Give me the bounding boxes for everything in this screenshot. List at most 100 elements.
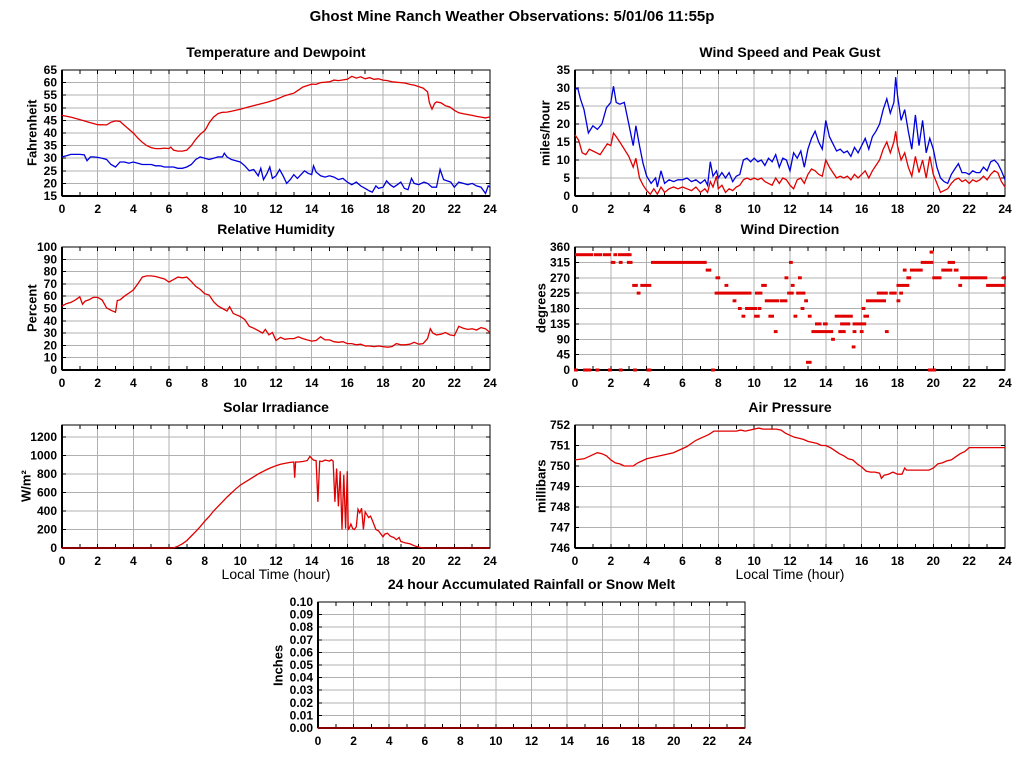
svg-text:35: 35 xyxy=(557,63,571,77)
svg-text:22: 22 xyxy=(448,202,462,216)
svg-text:16: 16 xyxy=(596,734,610,748)
svg-text:14: 14 xyxy=(560,734,574,748)
svg-text:0: 0 xyxy=(572,376,579,390)
svg-text:20: 20 xyxy=(412,202,426,216)
svg-text:24: 24 xyxy=(483,202,497,216)
svg-text:180: 180 xyxy=(550,302,570,316)
svg-text:70: 70 xyxy=(44,277,58,291)
svg-text:40: 40 xyxy=(44,126,58,140)
svg-text:8: 8 xyxy=(201,376,208,390)
svg-text:2: 2 xyxy=(607,376,614,390)
svg-text:20: 20 xyxy=(412,554,426,568)
svg-text:8: 8 xyxy=(715,376,722,390)
svg-text:14: 14 xyxy=(819,376,833,390)
svg-text:50: 50 xyxy=(44,302,58,316)
svg-text:20: 20 xyxy=(44,176,58,190)
svg-text:60: 60 xyxy=(44,76,58,90)
svg-text:400: 400 xyxy=(37,504,57,518)
svg-text:12: 12 xyxy=(269,376,283,390)
svg-text:22: 22 xyxy=(448,376,462,390)
svg-text:10: 10 xyxy=(748,554,762,568)
plot-rainfall: 0.000.010.020.030.040.050.060.070.080.09… xyxy=(290,595,752,748)
svg-text:360: 360 xyxy=(550,240,570,254)
svg-text:30: 30 xyxy=(44,151,58,165)
svg-text:749: 749 xyxy=(550,480,570,494)
svg-text:750: 750 xyxy=(550,459,570,473)
svg-text:24: 24 xyxy=(483,554,497,568)
svg-text:22: 22 xyxy=(963,376,977,390)
svg-text:6: 6 xyxy=(166,376,173,390)
svg-text:60: 60 xyxy=(44,289,58,303)
svg-text:12: 12 xyxy=(269,554,283,568)
svg-text:20: 20 xyxy=(927,554,941,568)
svg-text:0: 0 xyxy=(315,734,322,748)
svg-text:0.08: 0.08 xyxy=(290,620,314,634)
svg-text:16: 16 xyxy=(341,376,355,390)
svg-text:12: 12 xyxy=(269,202,283,216)
svg-text:100: 100 xyxy=(37,240,57,254)
svg-text:25: 25 xyxy=(557,99,571,113)
svg-text:2: 2 xyxy=(607,202,614,216)
svg-text:746: 746 xyxy=(550,541,570,555)
chart-title-solar-irradiance: Solar Irradiance xyxy=(223,399,329,415)
svg-text:18: 18 xyxy=(376,554,390,568)
svg-text:0.03: 0.03 xyxy=(290,683,314,697)
svg-text:30: 30 xyxy=(557,81,571,95)
svg-text:0: 0 xyxy=(572,202,579,216)
svg-text:8: 8 xyxy=(201,554,208,568)
svg-text:5: 5 xyxy=(563,171,570,185)
svg-text:22: 22 xyxy=(448,554,462,568)
svg-text:6: 6 xyxy=(679,202,686,216)
svg-text:2: 2 xyxy=(94,376,101,390)
svg-text:24: 24 xyxy=(998,554,1012,568)
svg-text:10: 10 xyxy=(234,202,248,216)
svg-text:2: 2 xyxy=(350,734,357,748)
svg-text:0.06: 0.06 xyxy=(290,645,314,659)
svg-text:2: 2 xyxy=(607,554,614,568)
svg-text:0: 0 xyxy=(563,189,570,203)
svg-text:16: 16 xyxy=(855,376,869,390)
svg-text:25: 25 xyxy=(44,164,58,178)
svg-text:20: 20 xyxy=(44,338,58,352)
svg-text:751: 751 xyxy=(550,439,570,453)
svg-text:1200: 1200 xyxy=(30,430,57,444)
svg-text:4: 4 xyxy=(386,734,393,748)
svg-text:18: 18 xyxy=(632,734,646,748)
svg-text:2: 2 xyxy=(94,202,101,216)
svg-text:24: 24 xyxy=(998,202,1012,216)
svg-text:14: 14 xyxy=(305,202,319,216)
svg-text:20: 20 xyxy=(412,376,426,390)
svg-text:4: 4 xyxy=(643,202,650,216)
svg-text:0.10: 0.10 xyxy=(290,595,314,609)
svg-text:22: 22 xyxy=(703,734,717,748)
svg-text:14: 14 xyxy=(305,376,319,390)
svg-text:0: 0 xyxy=(563,363,570,377)
svg-text:8: 8 xyxy=(715,202,722,216)
svg-text:12: 12 xyxy=(783,554,797,568)
svg-text:1000: 1000 xyxy=(30,449,57,463)
svg-text:35: 35 xyxy=(44,139,58,153)
x-axis-label-local-time-left: Local Time (hour) xyxy=(221,566,331,582)
page-title: Ghost Mine Ranch Weather Observations: 5… xyxy=(309,8,715,25)
svg-text:16: 16 xyxy=(341,202,355,216)
svg-text:0: 0 xyxy=(50,541,57,555)
svg-text:10: 10 xyxy=(489,734,503,748)
svg-text:0.00: 0.00 xyxy=(290,721,314,735)
svg-text:12: 12 xyxy=(525,734,539,748)
svg-text:752: 752 xyxy=(550,418,570,432)
svg-text:6: 6 xyxy=(166,554,173,568)
svg-text:45: 45 xyxy=(44,113,58,127)
svg-text:2: 2 xyxy=(94,554,101,568)
svg-text:90: 90 xyxy=(44,252,58,266)
svg-text:6: 6 xyxy=(679,376,686,390)
svg-text:8: 8 xyxy=(201,202,208,216)
svg-text:8: 8 xyxy=(457,734,464,748)
svg-text:80: 80 xyxy=(44,265,58,279)
chart-title-wind-speed-gust: Wind Speed and Peak Gust xyxy=(699,44,881,60)
svg-text:90: 90 xyxy=(557,332,571,346)
svg-text:6: 6 xyxy=(421,734,428,748)
svg-text:0.01: 0.01 xyxy=(290,708,314,722)
